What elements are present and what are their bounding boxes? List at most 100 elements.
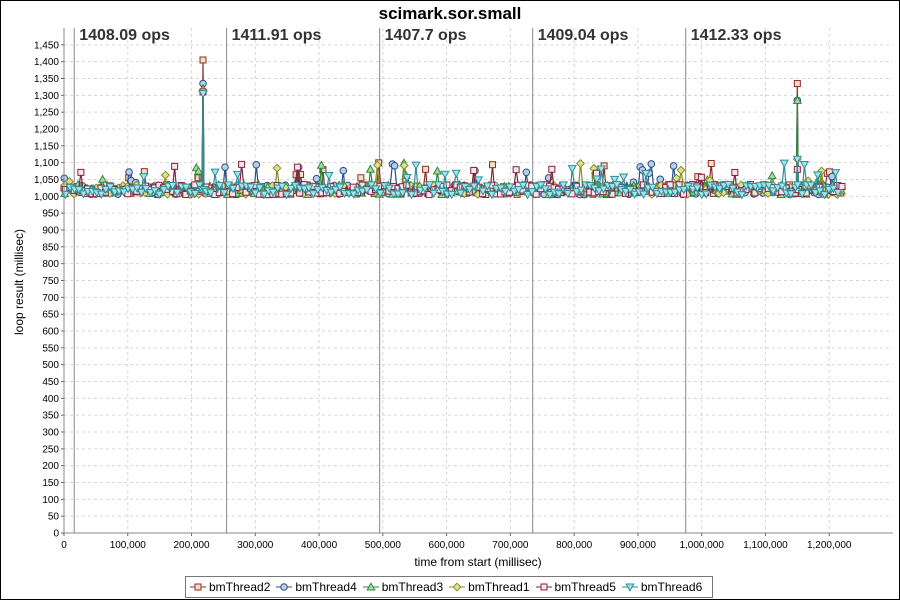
point-bmThread6 [406, 191, 417, 200]
point-bmThread6 [596, 165, 606, 174]
point-bmThread6 [402, 174, 412, 183]
y-tick-label: 150 [42, 478, 59, 489]
phase-label: 1408.09 ops [79, 27, 170, 44]
point-bmThread6 [232, 170, 243, 180]
point-bmThread6 [737, 191, 747, 200]
point-bmThread2 [793, 80, 801, 88]
point-bmThread6 [304, 184, 314, 193]
point-bmThread6 [464, 186, 475, 195]
point-bmThread6 [830, 169, 841, 178]
point-bmThread6 [701, 190, 711, 199]
point-bmThread6 [415, 186, 426, 196]
legend-item-bmThread2: bmThread2 [190, 580, 270, 594]
point-bmThread6 [554, 190, 564, 199]
y-tick-label: 350 [42, 411, 59, 422]
point-bmThread6 [375, 189, 385, 199]
y-tick-label: 1,150 [34, 141, 59, 152]
point-bmThread6 [563, 189, 573, 199]
point-bmThread6 [277, 182, 287, 191]
legend-swatch [535, 583, 552, 591]
y-tick-label: 850 [42, 242, 59, 253]
point-bmThread6 [558, 181, 568, 190]
point-bmThread6 [567, 165, 577, 174]
y-tick-label: 800 [42, 259, 59, 270]
y-tick-label: 650 [42, 310, 59, 321]
point-bmThread4 [221, 163, 229, 171]
point-bmThread3 [193, 166, 204, 175]
y-tick-label: 300 [42, 428, 59, 439]
point-bmThread6 [194, 181, 205, 190]
point-bmThread6 [74, 186, 84, 195]
point-bmThread6 [813, 171, 823, 180]
legend-label: bmThread2 [209, 580, 271, 594]
point-bmThread6 [598, 185, 609, 194]
point-bmThread6 [420, 184, 430, 194]
point-bmThread1 [272, 163, 282, 173]
point-bmThread5 [470, 166, 478, 174]
point-bmThread6 [670, 188, 680, 198]
y-tick-label: 250 [42, 444, 59, 455]
legend-swatch [621, 583, 638, 592]
y-tick-label: 0 [53, 529, 59, 540]
y-tick-label: 1,300 [34, 91, 59, 102]
point-bmThread6 [198, 90, 208, 99]
y-tick-label: 700 [42, 293, 59, 304]
legend-marker [366, 582, 376, 591]
point-bmThread6 [522, 191, 533, 200]
point-bmThread6 [509, 187, 519, 197]
y-tick-label: 1,200 [34, 125, 59, 136]
point-bmThread6 [779, 159, 789, 168]
point-bmThread6 [118, 188, 129, 197]
x-tick-label: 900,000 [620, 540, 657, 551]
point-bmThread6 [714, 185, 725, 194]
point-bmThread6 [172, 188, 182, 198]
point-bmThread6 [639, 190, 649, 200]
point-bmThread5 [182, 190, 190, 198]
x-axis-label: time from start (millisec) [414, 555, 541, 569]
point-bmThread6 [625, 186, 635, 195]
point-bmThread6 [210, 168, 220, 177]
point-bmThread6 [105, 183, 115, 192]
y-tick-label: 200 [42, 461, 59, 472]
legend-label: bmThread6 [640, 580, 703, 594]
point-bmThread5 [592, 169, 600, 177]
point-bmThread5 [293, 163, 301, 171]
point-bmThread6 [78, 190, 89, 199]
point-bmThread1 [576, 159, 586, 169]
y-tick-label: 100 [42, 495, 59, 506]
y-tick-label: 1,100 [34, 158, 59, 169]
x-tick-label: 700,000 [492, 540, 529, 551]
point-bmThread3 [432, 166, 443, 175]
point-bmThread6 [447, 190, 457, 200]
legend-label: bmThread5 [554, 580, 616, 594]
legend-swatch [449, 582, 466, 592]
point-bmThread6 [281, 191, 292, 200]
point-bmThread1 [160, 170, 170, 180]
data-marks [59, 56, 847, 200]
point-bmThread6 [181, 183, 191, 192]
legend-label: bmThread1 [468, 580, 530, 594]
grid [63, 28, 893, 534]
point-bmThread6 [763, 181, 774, 191]
point-bmThread4 [647, 160, 656, 168]
point-bmThread6 [429, 189, 439, 199]
legend-swatch [190, 583, 206, 591]
point-bmThread6 [145, 188, 156, 198]
point-bmThread6 [101, 185, 111, 195]
point-bmThread6 [246, 183, 256, 192]
point-bmThread6 [348, 190, 359, 199]
point-bmThread6 [621, 188, 631, 197]
x-tick-label: 800,000 [556, 540, 593, 551]
point-bmThread4 [252, 161, 261, 169]
legend-marker [452, 582, 462, 592]
point-bmThread6 [136, 188, 147, 198]
point-bmThread5 [512, 166, 520, 174]
point-bmThread4 [312, 174, 321, 183]
point-bmThread5 [608, 190, 616, 198]
y-tick-label: 1,000 [34, 192, 59, 203]
point-bmThread6 [397, 189, 408, 198]
point-bmThread6 [768, 187, 778, 196]
legend-marker [625, 583, 635, 592]
point-bmThread6 [440, 170, 450, 180]
y-tick-label: 1,250 [34, 108, 59, 119]
